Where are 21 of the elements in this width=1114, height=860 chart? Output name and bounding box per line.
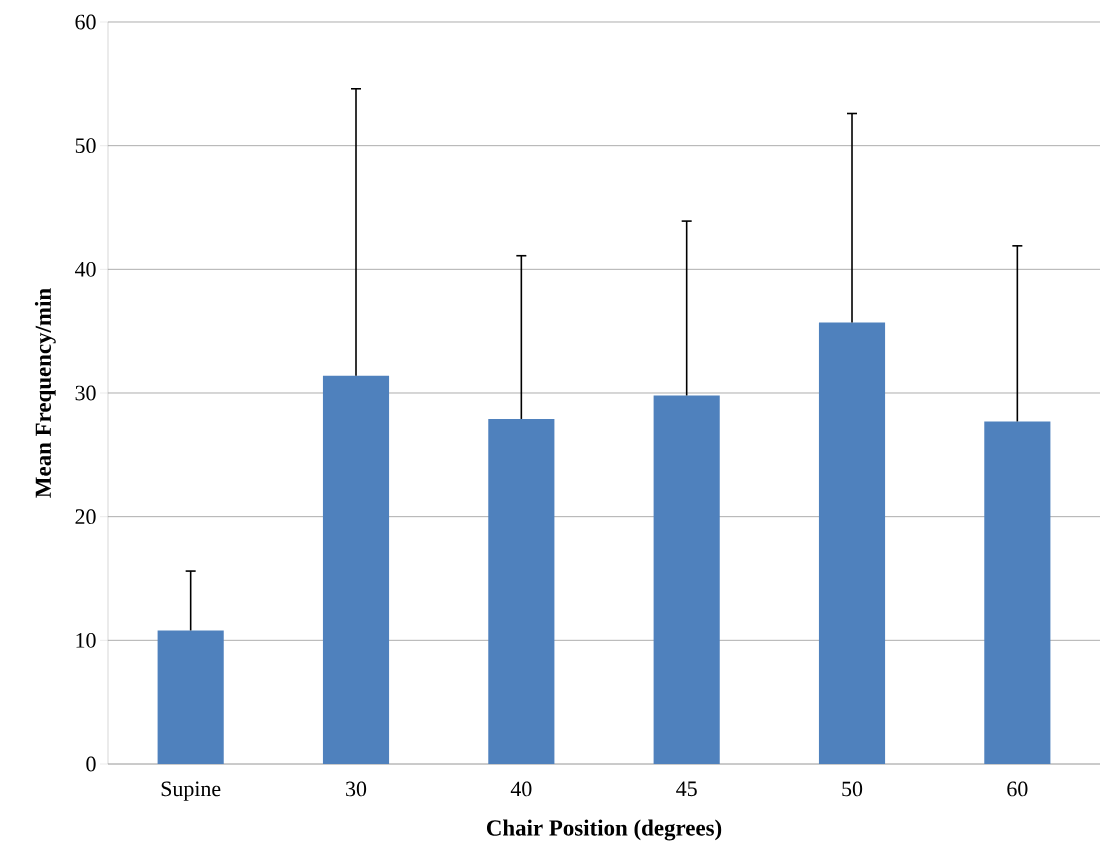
x-tick-label: 40 bbox=[510, 781, 532, 797]
x-tick-label: 50 bbox=[842, 781, 863, 797]
y-tick-label: 20 bbox=[75, 509, 96, 525]
y-tick-label: 60 bbox=[75, 14, 96, 30]
x-tick-label: 30 bbox=[346, 781, 367, 797]
y-tick-label: 0 bbox=[86, 756, 96, 772]
bar bbox=[488, 418, 555, 764]
bar bbox=[653, 395, 720, 764]
bar bbox=[157, 630, 224, 764]
y-tick-label: 30 bbox=[75, 385, 96, 401]
y-tick-label: 50 bbox=[75, 138, 96, 154]
y-axis-title: Mean Frequency/min bbox=[34, 288, 56, 498]
x-tick-label: 45 bbox=[676, 781, 697, 797]
bar bbox=[322, 375, 390, 764]
x-tick-label: Supine bbox=[161, 781, 221, 801]
y-tick-label: 10 bbox=[76, 632, 96, 648]
y-tick-label: 40 bbox=[74, 261, 96, 277]
bar bbox=[818, 322, 886, 764]
x-axis-title: Chair Position (degrees) bbox=[486, 819, 722, 841]
bar bbox=[984, 421, 1051, 764]
x-tick-label: 60 bbox=[1007, 781, 1028, 797]
